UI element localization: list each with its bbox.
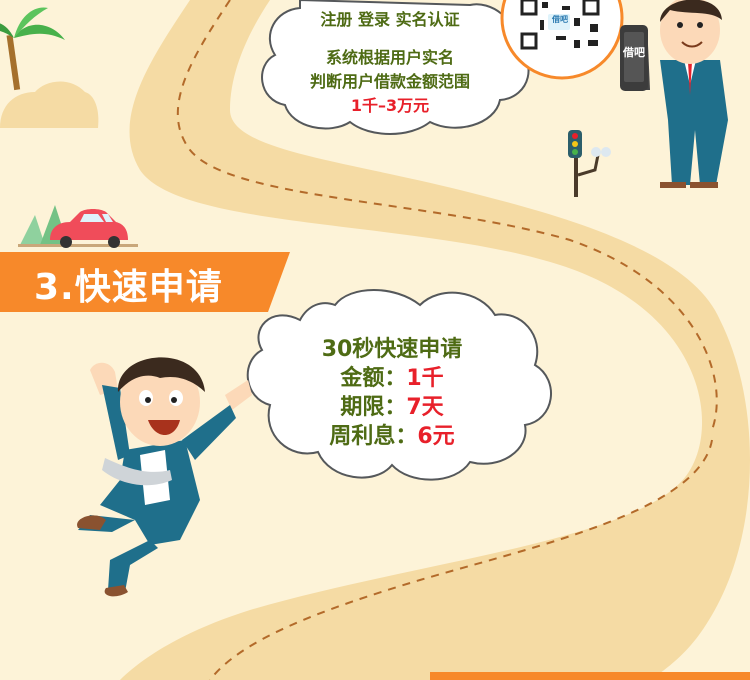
- businessman-top: [620, 0, 728, 188]
- qr-code: [520, 0, 608, 50]
- step1-cloud-text: 注册 登录 实名认证 系统根据用户实名 判断用户借款金额范围 1千–3万元: [270, 8, 510, 118]
- road: [120, 0, 750, 680]
- step1-line-system: 系统根据用户实名: [325, 48, 454, 67]
- step3-headline: 30秒快速申请: [321, 337, 463, 362]
- section3-banner-bg: [0, 252, 290, 312]
- step3-term-row: 期限：7天: [292, 393, 492, 422]
- interest-label: 周利息：: [329, 424, 418, 449]
- car-illustration: [18, 205, 138, 248]
- palm-tree: [0, 7, 65, 91]
- section4-banner-peek: [430, 672, 750, 680]
- step1-line-register: 注册 登录 实名认证: [320, 10, 460, 29]
- interest-value: 6元: [417, 424, 455, 449]
- qr-brand-label: 借吧: [552, 15, 568, 24]
- term-value: 7天: [406, 395, 444, 420]
- cloud-step3: [246, 289, 552, 481]
- step1-line-range: 1千–3万元: [350, 96, 430, 115]
- businessman-jumping: [77, 357, 252, 597]
- sand-hill: [0, 81, 99, 128]
- traffic-light-sign: [568, 130, 611, 197]
- section3-title: 3.快速申请: [34, 267, 223, 308]
- road-dash: [176, 0, 718, 431]
- phone-brand-label: 借吧: [623, 46, 645, 59]
- term-label: 期限：: [340, 395, 407, 420]
- step3-cloud-text: 30秒快速申请 金额：1千 期限：7天 周利息：6元: [292, 335, 492, 451]
- step3-amount-row: 金额：1千: [292, 364, 492, 393]
- amount-value: 1千: [406, 366, 444, 391]
- amount-label: 金额：: [340, 366, 407, 391]
- step3-interest-row: 周利息：6元: [292, 422, 492, 451]
- step1-line-judge: 判断用户借款金额范围: [309, 72, 470, 91]
